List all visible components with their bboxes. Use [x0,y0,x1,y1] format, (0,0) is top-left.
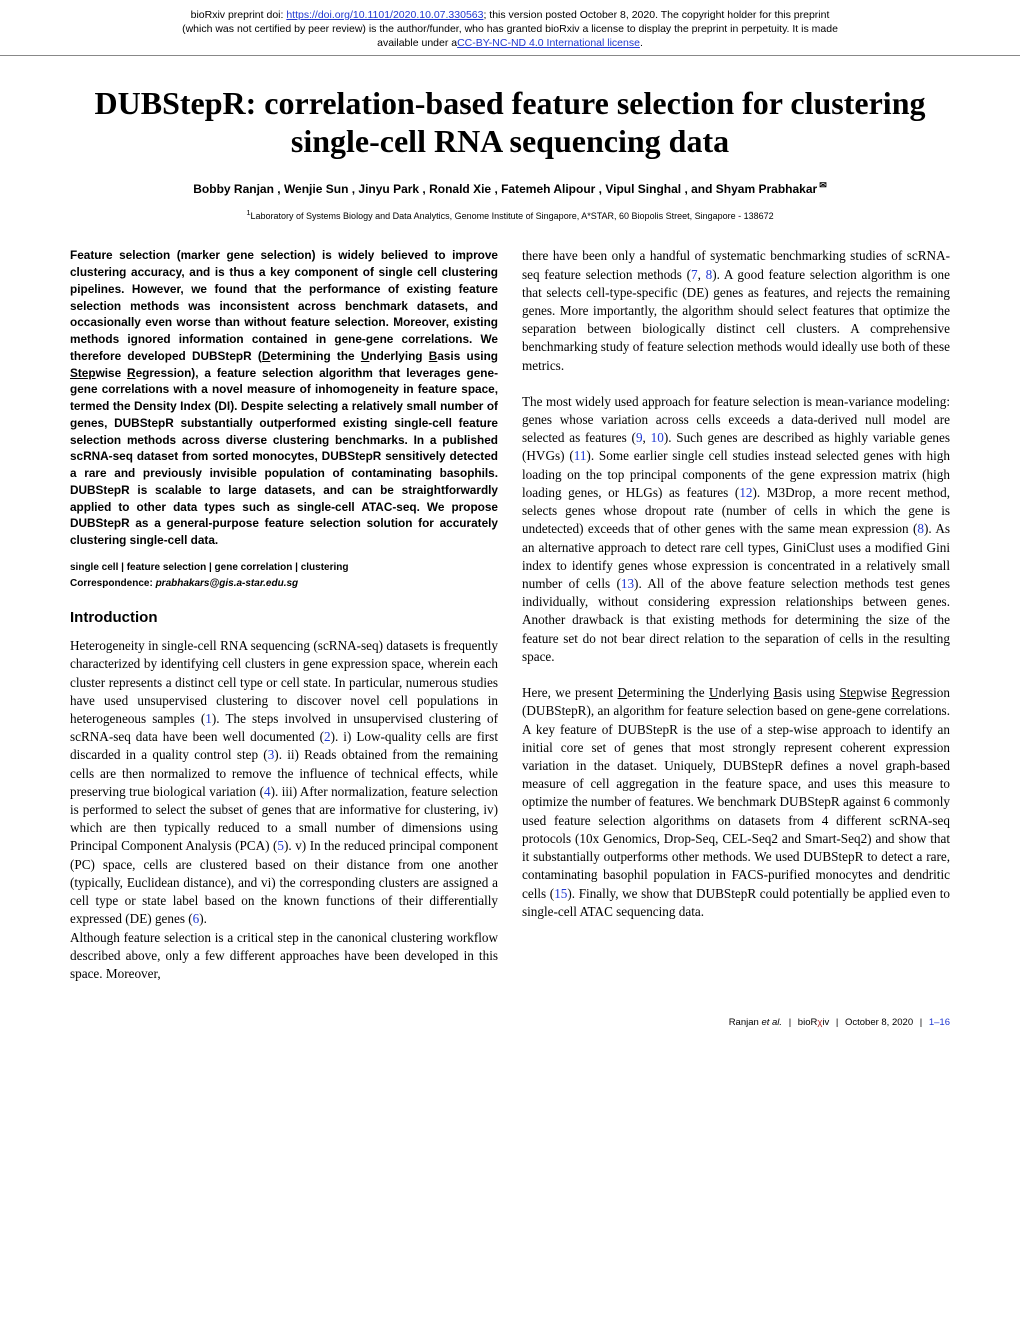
authors-text: Bobby Ranjan , Wenjie Sun , Jinyu Park ,… [193,182,817,196]
affiliation-text: Laboratory of Systems Biology and Data A… [251,211,774,221]
intro-para-1: Heterogeneity in single-cell RNA sequenc… [70,637,498,929]
ref-10[interactable]: 10 [651,430,664,445]
abstract: Feature selection (marker gene selection… [70,247,498,549]
ref-4[interactable]: 4 [264,784,271,799]
ref-12[interactable]: 12 [739,485,752,500]
ref-7[interactable]: 7 [691,267,698,282]
right-para-1: there have been only a handful of system… [522,247,950,375]
ref-9[interactable]: 9 [636,430,643,445]
affiliation-line: 1Laboratory of Systems Biology and Data … [0,206,1020,247]
ref-13[interactable]: 13 [621,576,634,591]
right-column: there have been only a handful of system… [522,247,950,983]
ref-11[interactable]: 11 [574,448,587,463]
ref-1[interactable]: 1 [205,711,212,726]
authors-line: Bobby Ranjan , Wenjie Sun , Jinyu Park ,… [0,174,1020,206]
preprint-line3-suffix: . [640,37,643,49]
ref-2[interactable]: 2 [324,729,331,744]
preprint-line1-prefix: bioRxiv preprint doi: [191,9,287,21]
footer-etal: et al. [761,1017,782,1028]
ref-15[interactable]: 15 [554,886,567,901]
right-para-3: Here, we present Determining the Underly… [522,684,950,921]
ref-8b[interactable]: 8 [917,521,924,536]
paper-title: DUBStepR: correlation-based feature sele… [0,56,1020,175]
correspondence-email: prabhakars@gis.a-star.edu.sg [156,578,299,589]
left-column: Feature selection (marker gene selection… [70,247,498,983]
intro-para-2: Although feature selection is a critical… [70,929,498,984]
footer-authors: Ranjan [729,1017,762,1028]
corresponding-icon: ✉ [819,180,827,191]
preprint-banner: bioRxiv preprint doi: https://doi.org/10… [0,0,1020,56]
correspondence: Correspondence: prabhakars@gis.a-star.ed… [70,577,498,591]
preprint-line2: (which was not certified by peer review)… [182,23,838,35]
doi-link[interactable]: https://doi.org/10.1101/2020.10.07.33056… [286,9,483,21]
footer-journal: bioRχiv [798,1017,829,1028]
intro-heading: Introduction [70,608,498,629]
keywords: single cell | feature selection | gene c… [70,561,498,575]
footer-pages: 1–16 [929,1017,950,1028]
page-footer: Ranjan et al. | bioRχiv | October 8, 202… [0,1003,1020,1046]
right-para-2: The most widely used approach for featur… [522,393,950,666]
two-column-body: Feature selection (marker gene selection… [0,247,1020,1003]
correspondence-label: Correspondence: [70,578,156,589]
license-link[interactable]: CC-BY-NC-ND 4.0 International license [457,37,640,49]
preprint-line1-suffix: ; this version posted October 8, 2020. T… [483,9,829,21]
preprint-line3-prefix: available under a [377,37,457,49]
footer-date: October 8, 2020 [845,1017,913,1028]
